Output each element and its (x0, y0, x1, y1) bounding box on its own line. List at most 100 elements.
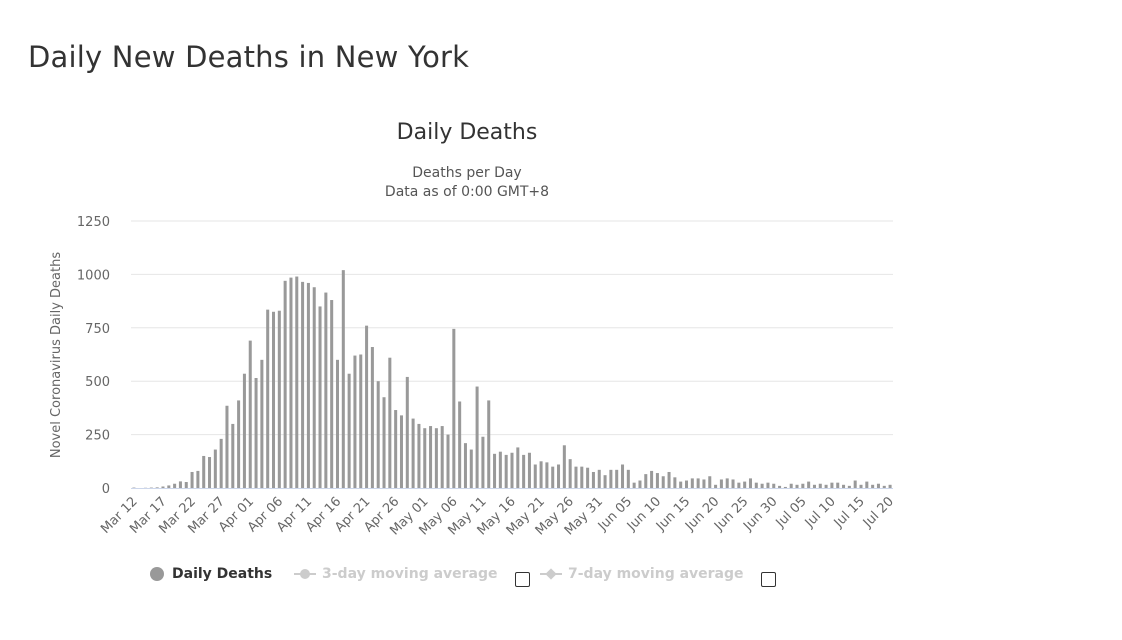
bar-mar-19[interactable] (173, 483, 177, 488)
bar-jun-22[interactable] (725, 478, 729, 488)
bar-apr-13[interactable] (318, 306, 322, 488)
bar-jul-04[interactable] (795, 484, 799, 488)
bar-mar-30[interactable] (237, 400, 241, 488)
bar-apr-15[interactable] (330, 300, 334, 488)
bar-jun-17[interactable] (696, 478, 700, 488)
bar-jun-06[interactable] (632, 482, 636, 488)
bar-may-17[interactable] (516, 447, 520, 488)
bar-jun-10[interactable] (655, 473, 659, 488)
bar-apr-26[interactable] (394, 410, 398, 488)
bar-jun-21[interactable] (719, 479, 723, 488)
bar-jun-04[interactable] (621, 464, 625, 489)
bar-may-23[interactable] (551, 466, 555, 488)
bar-apr-07[interactable] (283, 280, 287, 488)
legend-item-7-day-average[interactable]: 7-day moving average (540, 566, 744, 582)
bar-apr-24[interactable] (382, 397, 386, 488)
bar-jun-08[interactable] (644, 474, 648, 488)
bar-jun-19[interactable] (708, 476, 712, 488)
bar-apr-05[interactable] (272, 311, 276, 488)
bar-apr-17[interactable] (341, 270, 345, 488)
bar-apr-04[interactable] (266, 309, 270, 488)
bar-jul-16[interactable] (865, 481, 869, 488)
bar-jul-08[interactable] (818, 483, 822, 488)
bar-mar-22[interactable] (190, 471, 194, 488)
bar-jun-18[interactable] (702, 479, 706, 488)
bar-jun-23[interactable] (731, 479, 735, 488)
bar-apr-29[interactable] (411, 418, 415, 488)
bar-may-18[interactable] (522, 454, 526, 488)
bar-may-14[interactable] (498, 451, 502, 488)
bar-jun-15[interactable] (684, 480, 689, 488)
bar-may-31[interactable] (597, 469, 601, 488)
bar-may-30[interactable] (591, 471, 595, 488)
bar-may-09[interactable] (469, 449, 473, 488)
bar-may-27[interactable] (574, 466, 578, 488)
bar-jun-29[interactable] (766, 482, 770, 488)
bar-apr-10[interactable] (301, 281, 305, 488)
bar-apr-18[interactable] (347, 373, 351, 488)
bar-apr-23[interactable] (376, 381, 380, 488)
bar-may-16[interactable] (510, 452, 514, 488)
bar-jul-13[interactable] (847, 485, 851, 488)
bar-may-11[interactable] (481, 436, 485, 488)
bar-mar-17[interactable] (161, 486, 165, 489)
bar-mar-16[interactable] (155, 487, 159, 488)
bar-mar-20[interactable] (178, 481, 182, 488)
bar-jun-11[interactable] (661, 476, 665, 488)
bar-apr-19[interactable] (353, 355, 357, 488)
bar-jul-01[interactable] (778, 485, 782, 488)
bar-may-15[interactable] (504, 454, 508, 488)
bar-jul-20[interactable] (888, 484, 892, 488)
bar-mar-28[interactable] (225, 405, 229, 488)
bar-may-20[interactable] (533, 464, 537, 489)
bar-jun-02[interactable] (609, 469, 613, 488)
bar-apr-03[interactable] (260, 359, 264, 488)
bar-jun-30[interactable] (772, 483, 776, 488)
bar-apr-01[interactable] (248, 340, 252, 488)
checkbox-7-day-average[interactable] (761, 572, 776, 587)
bar-jun-12[interactable] (667, 471, 671, 488)
bar-may-25[interactable] (562, 445, 566, 488)
bar-jul-09[interactable] (824, 484, 828, 488)
bar-jun-24[interactable] (737, 482, 741, 488)
bar-jun-25[interactable] (743, 481, 747, 488)
bar-may-13[interactable] (493, 453, 497, 488)
bar-may-03[interactable] (434, 428, 438, 488)
bar-apr-27[interactable] (399, 415, 403, 488)
bar-apr-09[interactable] (295, 276, 299, 488)
bar-apr-22[interactable] (370, 347, 374, 488)
bar-jun-13[interactable] (673, 477, 677, 488)
bar-mar-25[interactable] (208, 457, 212, 488)
bar-may-12[interactable] (487, 400, 491, 488)
bar-jul-06[interactable] (807, 481, 811, 488)
bar-jun-14[interactable] (679, 481, 683, 488)
bar-may-21[interactable] (539, 461, 543, 488)
bar-jun-03[interactable] (615, 469, 619, 488)
bar-jul-02[interactable] (783, 486, 787, 488)
bar-jun-20[interactable] (714, 484, 718, 488)
bar-jun-01[interactable] (603, 475, 607, 488)
bar-may-01[interactable] (423, 428, 427, 488)
bar-apr-25[interactable] (388, 357, 392, 488)
bar-jun-16[interactable] (690, 478, 694, 488)
bar-apr-30[interactable] (417, 423, 421, 488)
bar-mar-29[interactable] (231, 423, 235, 488)
checkbox-3-day-average[interactable] (515, 572, 530, 587)
bar-may-06[interactable] (452, 328, 456, 488)
bar-may-02[interactable] (429, 426, 433, 488)
bar-may-26[interactable] (568, 459, 572, 488)
bar-mar-21[interactable] (184, 482, 188, 488)
bar-jun-07[interactable] (638, 480, 642, 488)
bar-apr-28[interactable] (405, 376, 409, 488)
bar-may-10[interactable] (475, 386, 479, 488)
bars[interactable] (132, 270, 892, 489)
bar-may-22[interactable] (545, 462, 549, 488)
bar-jul-10[interactable] (830, 482, 834, 488)
bar-jul-03[interactable] (789, 483, 793, 488)
legend-item-3-day-average[interactable]: 3-day moving average (294, 566, 498, 582)
bar-apr-06[interactable] (277, 310, 281, 488)
bar-jun-28[interactable] (760, 483, 764, 488)
bar-may-05[interactable] (446, 434, 450, 488)
bar-apr-11[interactable] (306, 282, 310, 488)
bar-apr-21[interactable] (365, 325, 369, 488)
